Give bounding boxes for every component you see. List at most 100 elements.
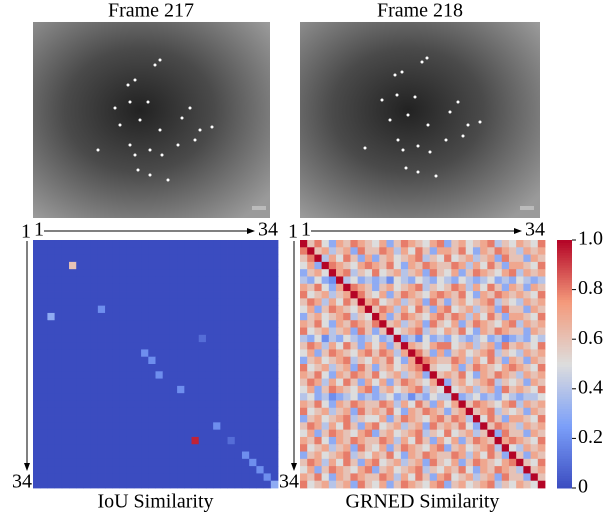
heatmap-cell — [234, 240, 243, 248]
heatmap-cell — [364, 240, 373, 248]
heatmap-cell — [97, 436, 106, 445]
heatmap-cell — [213, 283, 221, 292]
heatmap-cell — [69, 385, 77, 394]
heatmap-cell — [530, 312, 539, 321]
heatmap-cell — [155, 356, 164, 365]
heatmap-cell — [162, 334, 171, 343]
heatmap-cell — [126, 422, 135, 431]
heatmap-cell — [213, 473, 221, 482]
heatmap-cell — [47, 283, 56, 292]
heatmap-cell — [241, 254, 250, 263]
heatmap-cell — [336, 451, 344, 460]
heatmap-cell — [40, 422, 48, 431]
heatmap-cell — [530, 444, 539, 452]
heatmap-cell — [263, 298, 272, 307]
heatmap-cell — [126, 276, 135, 285]
heatmap-cell — [400, 407, 409, 416]
heatmap-cell — [400, 327, 409, 336]
heatmap-cell — [516, 298, 524, 307]
heatmap-cell — [97, 458, 106, 467]
heatmap-cell — [249, 320, 257, 328]
heatmap-cell — [105, 276, 113, 285]
heatmap-cell — [321, 247, 330, 255]
colorbar-segment — [557, 383, 572, 387]
heatmap-cell — [54, 312, 63, 321]
heatmap-cell — [480, 247, 488, 255]
heatmap-cell — [33, 436, 41, 445]
heatmap-cell — [494, 247, 503, 255]
heatmap-cell — [465, 444, 474, 452]
heatmap-cell — [234, 283, 243, 292]
heatmap-cell — [314, 378, 323, 387]
heatmap-cell — [191, 247, 200, 255]
heatmap-cell — [105, 436, 113, 445]
heatmap-cell — [263, 466, 272, 474]
heatmap-cell — [372, 466, 380, 474]
heatmap-cell — [227, 473, 236, 482]
heatmap-cell — [105, 349, 113, 358]
heatmap-cell — [47, 473, 56, 482]
heatmap-cell — [444, 466, 452, 474]
heatmap-cell — [198, 429, 207, 438]
heatmap-cell — [444, 480, 452, 489]
heatmap-cell — [54, 349, 63, 358]
heatmap-cell — [263, 342, 272, 350]
heatmap-cell — [422, 261, 431, 270]
heatmap-cell — [270, 393, 279, 401]
heatmap-cell — [119, 480, 128, 489]
heatmap-cell — [126, 334, 135, 343]
heatmap-cell — [408, 400, 416, 409]
heatmap-cell — [314, 291, 323, 299]
heatmap-cell — [148, 356, 156, 365]
heatmap-cell — [480, 269, 488, 277]
heatmap-cell — [249, 298, 257, 307]
heatmap-cell — [472, 458, 481, 467]
heatmap-cell — [83, 320, 92, 328]
heatmap-cell — [364, 298, 373, 307]
heatmap-cell — [429, 283, 438, 292]
heatmap-cell — [69, 415, 77, 423]
heatmap-cell — [198, 473, 207, 482]
heatmap-cell — [350, 261, 359, 270]
colorbar-segment — [557, 378, 572, 382]
heatmap-cell — [61, 473, 70, 482]
heatmap-cell — [256, 378, 264, 387]
heatmap-cell — [177, 378, 185, 387]
heatmap-cell — [184, 407, 192, 416]
heatmap-cell — [458, 305, 467, 314]
heatmap-cell — [451, 385, 459, 394]
heatmap-cell — [241, 364, 250, 372]
heatmap-cell — [451, 305, 459, 314]
heatmap-cell — [270, 276, 279, 285]
heatmap-cell — [343, 466, 351, 474]
heatmap-cell — [429, 356, 438, 365]
heatmap-cell — [270, 261, 279, 270]
heatmap-cell — [184, 400, 192, 409]
heatmap-cell — [386, 378, 395, 387]
heatmap-cell — [241, 342, 250, 350]
heatmap-cell — [300, 422, 308, 431]
heatmap-cell — [458, 320, 467, 328]
heatmap-cell — [83, 240, 92, 248]
heatmap-cell — [33, 247, 41, 255]
heatmap-cell — [90, 298, 99, 307]
heatmap-cell — [256, 393, 264, 401]
colorbar-segment — [557, 356, 572, 360]
heatmap-cell — [537, 334, 546, 343]
heatmap-cell — [198, 436, 207, 445]
heatmap-cell — [343, 364, 351, 372]
heatmap-cell — [33, 415, 41, 423]
heatmap-cell — [537, 466, 546, 474]
heatmap-cell — [328, 254, 337, 263]
heatmap-cell — [198, 371, 207, 379]
heatmap-cell — [415, 349, 423, 358]
heatmap-cell — [300, 429, 308, 438]
heatmap-cell — [148, 320, 156, 328]
heatmap-cell — [241, 429, 250, 438]
heatmap-cell — [40, 480, 48, 489]
heatmap-cell — [465, 247, 474, 255]
heatmap-cell — [119, 254, 128, 263]
heatmap-cell — [307, 305, 315, 314]
heatmap-cell — [472, 385, 481, 394]
heatmap-cell — [126, 407, 135, 416]
